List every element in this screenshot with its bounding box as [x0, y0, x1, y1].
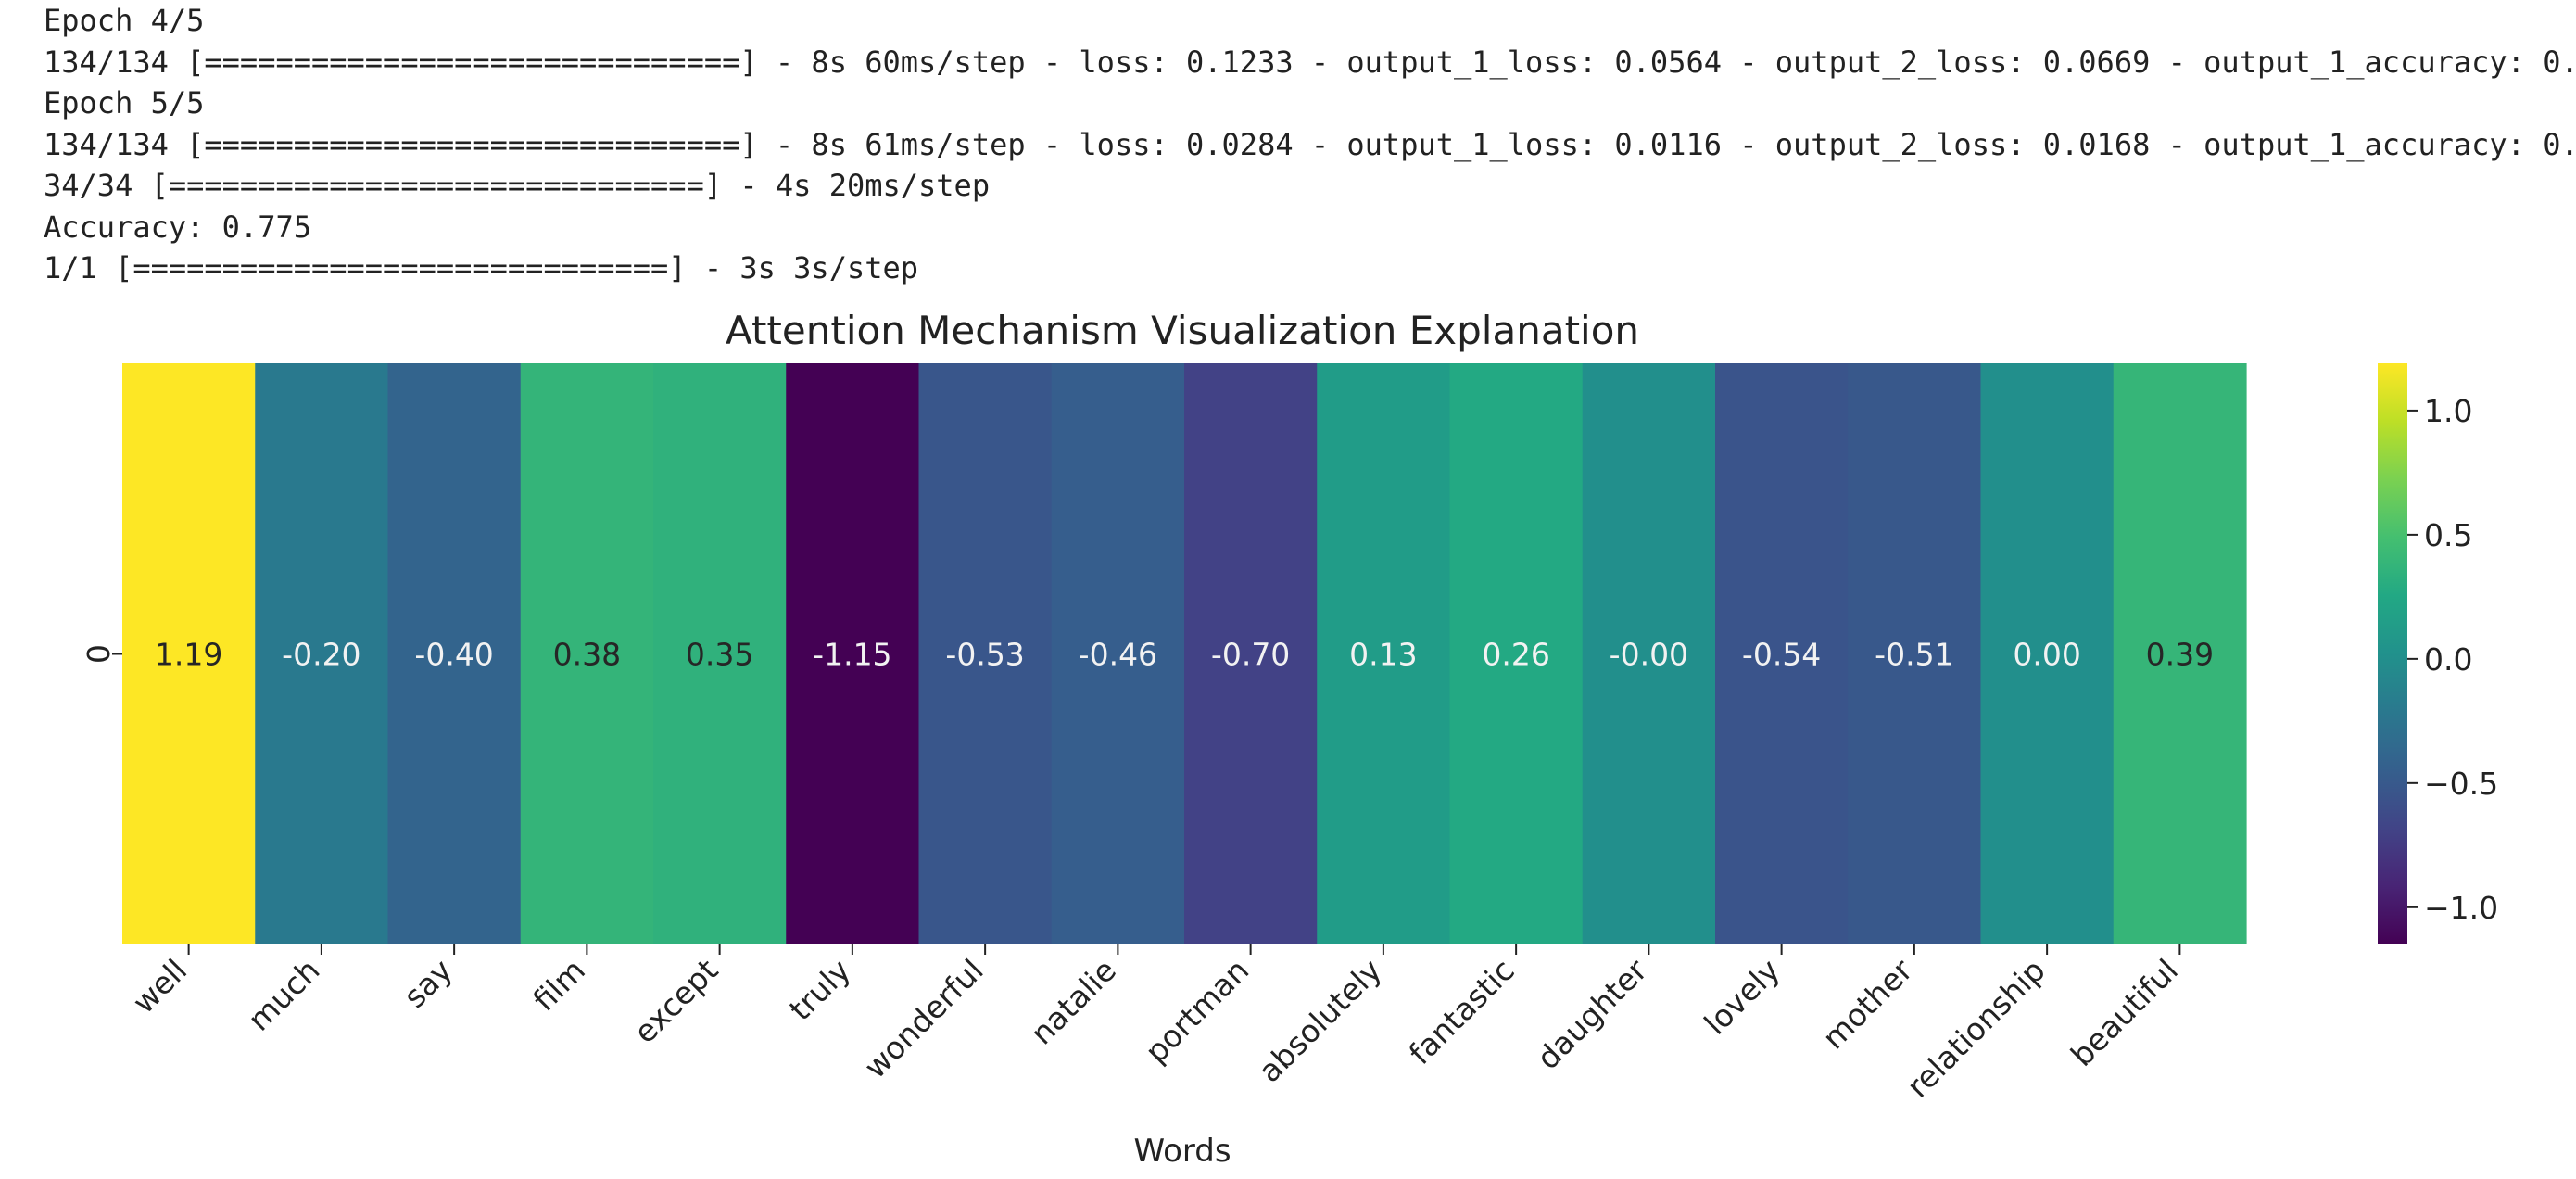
heatmap-cell — [1848, 363, 1982, 944]
console-line: 134/134 [==============================]… — [44, 44, 2576, 80]
heatmap-cell — [1051, 363, 1185, 944]
cell-value-label: 1.19 — [155, 637, 222, 673]
x-tick-label: portman — [1138, 952, 1256, 1070]
x-tick-label: say — [397, 952, 460, 1015]
cell-value-label: -0.53 — [945, 637, 1024, 673]
console-line: 34/34 [==============================] -… — [44, 168, 991, 203]
console-line: Accuracy: 0.775 — [44, 209, 311, 245]
colorbar-tick-label: 0.5 — [2424, 517, 2472, 553]
console-line: Epoch 4/5 — [44, 3, 205, 38]
x-tick-label: truly — [782, 952, 857, 1027]
x-tick-label: mother — [1815, 952, 1920, 1057]
heatmap-figure: Attention Mechanism Visualization Explan… — [81, 308, 2498, 1170]
cell-value-label: -0.00 — [1610, 637, 1688, 673]
cell-value-label: -0.51 — [1875, 637, 1953, 673]
cell-value-label: -0.40 — [414, 637, 493, 673]
x-tick-label: much — [241, 952, 327, 1038]
cell-value-label: 0.35 — [686, 637, 753, 673]
heatmap-cell — [1317, 363, 1451, 944]
heatmap-cells: 1.19 -0.20 -0.40 0.38 0.35 -1.15 -0.53 -0.46 -0.… — [122, 363, 2247, 944]
heatmap-cell — [255, 363, 389, 944]
heatmap-cell — [387, 363, 522, 944]
console-line: 1/1 [==============================] - 3… — [44, 250, 919, 285]
colorbar-tick-label: −0.5 — [2424, 766, 2498, 802]
y-tick-label: 0 — [81, 644, 117, 664]
heatmap-cell — [1715, 363, 1849, 944]
cell-value-label: -0.70 — [1211, 637, 1290, 673]
x-tick-label: beautiful — [2064, 952, 2185, 1073]
heatmap-cell — [520, 363, 654, 944]
colorbar: 1.0 0.5 0.0 −0.5 −1.0 — [2378, 363, 2498, 944]
colorbar-tick-label: 1.0 — [2424, 393, 2472, 429]
console-output: Epoch 4/5 134/134 [=====================… — [44, 0, 2576, 289]
heatmap-cell — [918, 363, 1053, 944]
heatmap-cell — [1184, 363, 1318, 944]
cell-value-label: -0.54 — [1742, 637, 1821, 673]
colorbar-tick-label: −1.0 — [2424, 890, 2498, 926]
x-tick-label: wonderful — [857, 952, 991, 1085]
x-tick-label: fantastic — [1402, 952, 1522, 1071]
x-tick-label: film — [526, 952, 592, 1018]
x-tick-label: absolutely — [1251, 952, 1388, 1089]
console-line: Epoch 5/5 — [44, 85, 205, 120]
colorbar-gradient — [2378, 363, 2407, 944]
heatmap-cell — [1449, 363, 1584, 944]
cell-value-label: 0.00 — [2013, 637, 2080, 673]
cell-value-label: 0.13 — [1349, 637, 1417, 673]
heatmap-cell — [2113, 363, 2247, 944]
heatmap-cell — [653, 363, 787, 944]
heatmap-cell — [1980, 363, 2115, 944]
y-axis: 0 — [81, 644, 122, 664]
heatmap-cell — [1582, 363, 1716, 944]
cell-value-label: -1.15 — [813, 637, 891, 673]
x-tick-label: relationship — [1900, 952, 2052, 1105]
cell-value-label: 0.26 — [1482, 637, 1549, 673]
x-axis: well much say film except truly wonderful natal… — [125, 944, 2185, 1105]
x-tick-label: natalie — [1024, 952, 1123, 1051]
cell-value-label: 0.39 — [2146, 637, 2214, 673]
chart-title: Attention Mechanism Visualization Explan… — [726, 308, 1639, 353]
cell-value-label: -0.46 — [1079, 637, 1157, 673]
x-tick-label: well — [125, 952, 194, 1021]
heatmap-cell — [122, 363, 256, 944]
x-tick-label: daughter — [1530, 952, 1654, 1076]
cell-value-label: -0.20 — [282, 637, 360, 673]
heatmap-cell — [786, 363, 920, 944]
cell-value-label: 0.38 — [553, 637, 621, 673]
x-tick-label: except — [626, 952, 725, 1050]
colorbar-tick-label: 0.0 — [2424, 641, 2472, 678]
x-tick-label: lovely — [1697, 952, 1787, 1042]
console-line: 134/134 [==============================]… — [44, 126, 2576, 162]
x-axis-label: Words — [1133, 1133, 1231, 1170]
